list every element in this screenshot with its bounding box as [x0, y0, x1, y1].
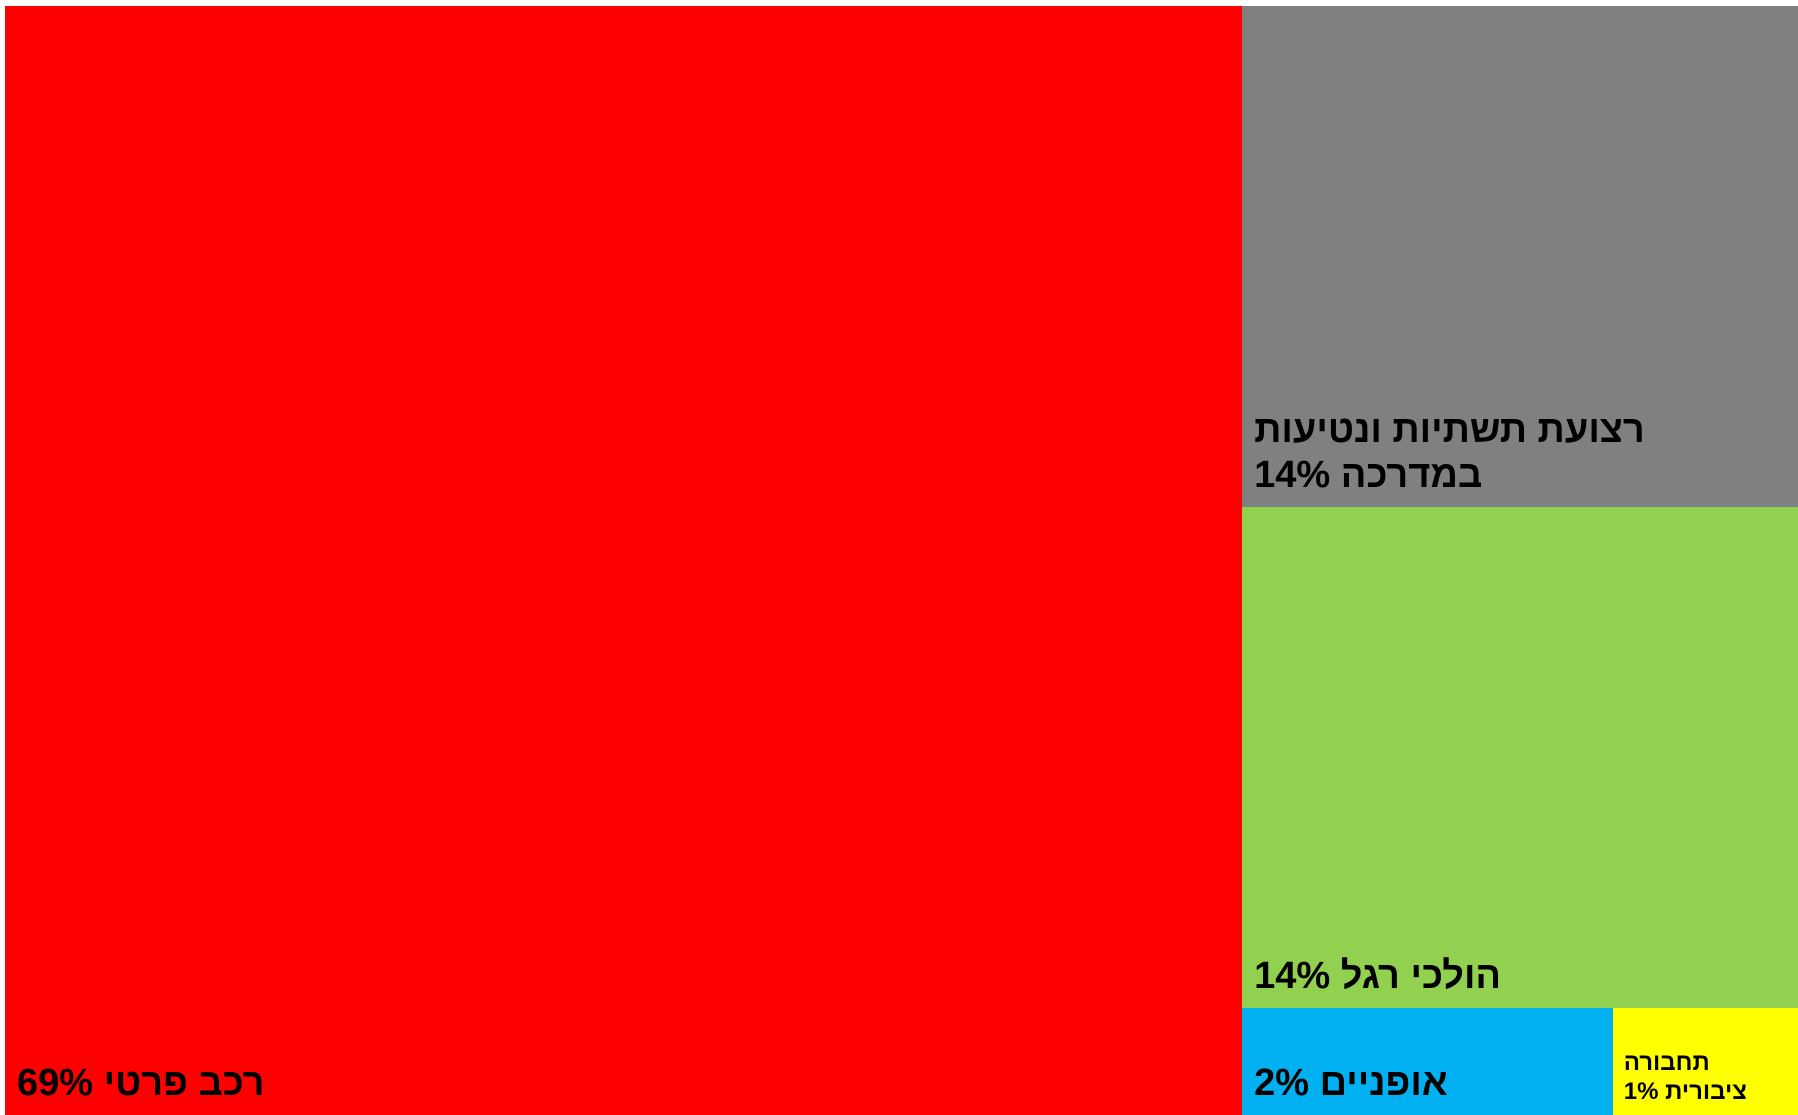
label-line: רכב פרטי 69% [17, 1062, 265, 1105]
tile-public-transport: תחבורה ציבורית 1% [1612, 1007, 1798, 1115]
tile-label: רצועת תשתיות ונטיעות במדרכה 14% [1254, 408, 1645, 499]
tile-label: אופניים 2% [1254, 1061, 1448, 1107]
tile-label: הולכי רגל 14% [1254, 954, 1501, 1000]
label-line: אופניים 2% [1254, 1062, 1448, 1105]
label-line: רצועת תשתיות ונטיעות [1254, 408, 1645, 451]
tile-infrastructure-strip: רצועת תשתיות ונטיעות במדרכה 14% [1242, 6, 1798, 507]
tile-private-car: רכב פרטי 69% [5, 6, 1243, 1115]
label-line: ציבורית 1% [1623, 1078, 1747, 1106]
label-line: תחבורה [1623, 1049, 1710, 1077]
tile-pedestrians: הולכי רגל 14% [1242, 506, 1798, 1008]
label-line: הולכי רגל 14% [1254, 955, 1502, 998]
tile-label: רכב פרטי 69% [17, 1061, 265, 1107]
label-line: במדרכה 14% [1254, 454, 1483, 497]
treemap-chart: רכב פרטי 69% רצועת תשתיות ונטיעות במדרכה… [5, 6, 1798, 1115]
tile-bicycles: אופניים 2% [1242, 1007, 1613, 1115]
tile-label: תחבורה ציבורית 1% [1624, 1049, 1747, 1107]
